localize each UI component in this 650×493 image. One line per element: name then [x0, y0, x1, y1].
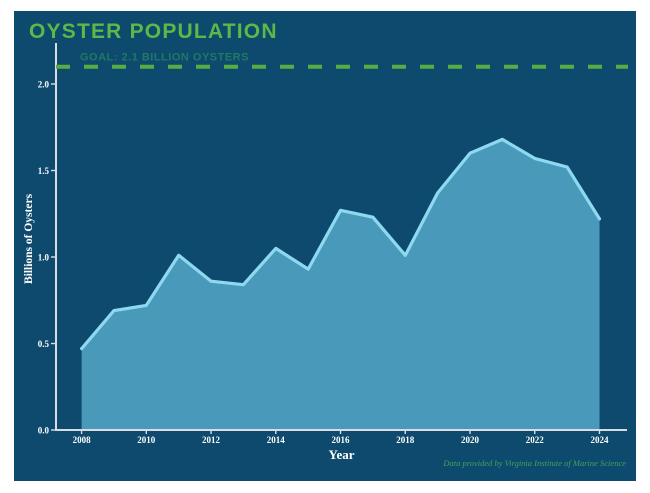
y-tick-label: 1.0	[38, 253, 50, 263]
x-tick-label: 2008	[73, 435, 92, 445]
y-tick-label: 0.0	[38, 426, 50, 436]
data-credit: Data provided by Virginia Institute of M…	[443, 458, 626, 468]
x-axis-title: Year	[329, 447, 355, 462]
x-tick-label: 2022	[526, 435, 545, 445]
y-tick-label: 1.5	[38, 166, 50, 176]
goal-label: GOAL: 2.1 BILLION OYSTERS	[80, 52, 249, 64]
oyster-population-chart: 0.0 0.5 1.0 1.5 2.0 2008 2010 2012 2014 2016 2018 2…	[23, 43, 628, 462]
x-tick-label: 2010	[137, 435, 156, 445]
x-tick-label: 2014	[267, 435, 286, 445]
x-tick-label: 2024	[590, 435, 609, 445]
x-tick-label: 2016	[332, 435, 351, 445]
trend-line	[79, 137, 602, 351]
x-tick-label: 2020	[461, 435, 480, 445]
y-tick-label: 2.0	[38, 80, 50, 90]
area-fill	[81, 139, 600, 430]
chart-panel: OYSTER POPULATION 0.0 0.5 1.0 1.5 2.0 2008 201…	[14, 11, 636, 481]
x-tick-label: 2012	[202, 435, 221, 445]
x-tick-label: 2018	[396, 435, 415, 445]
y-tick-label: 0.5	[38, 339, 50, 349]
y-axis-title: Billions of Oysters	[23, 193, 35, 284]
chart-title: OYSTER POPULATION	[29, 20, 278, 43]
